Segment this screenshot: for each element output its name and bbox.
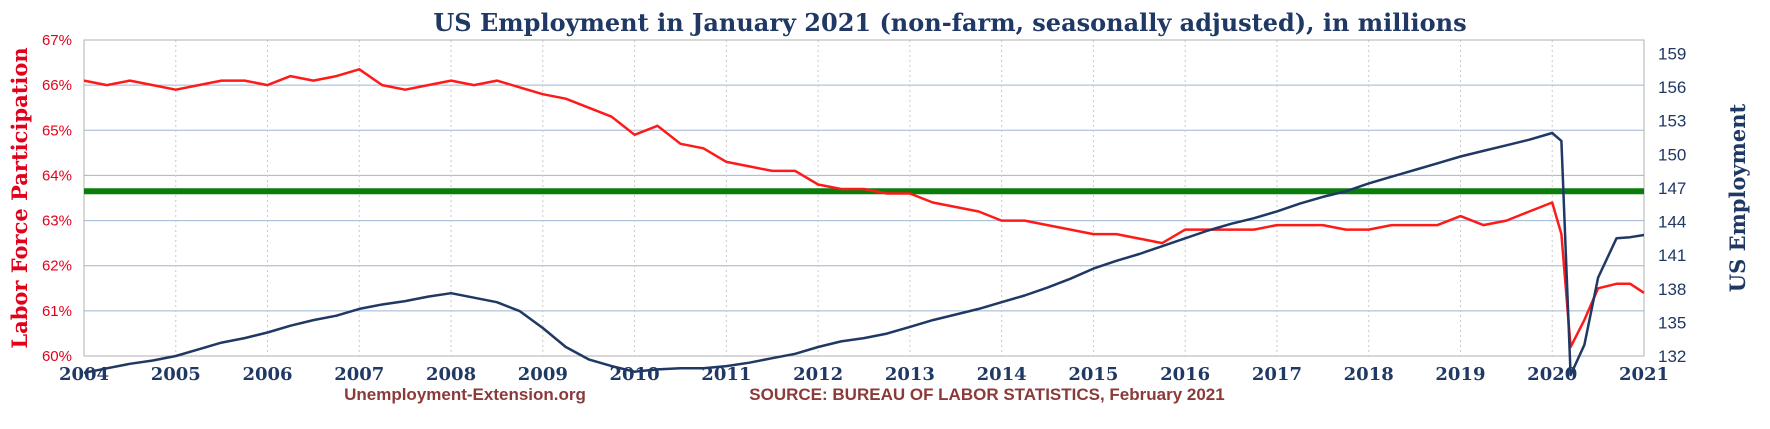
left-tick-label: 63% xyxy=(42,213,72,230)
x-tick-label: 2005 xyxy=(151,364,201,385)
x-tick-label: 2016 xyxy=(1160,364,1210,385)
right-tick-label: 141 xyxy=(1658,246,1686,265)
right-axis-label: US Employment xyxy=(1725,103,1750,292)
participation-series-line xyxy=(83,68,1645,349)
x-tick-label: 2013 xyxy=(885,364,935,385)
x-tick-label: 2007 xyxy=(334,364,384,385)
x-axis-ticks: 2004 2005 2006 2007 2008 2009 2010 2011 2012 2013… xyxy=(59,364,1669,385)
right-tick-label: 147 xyxy=(1658,179,1686,198)
right-tick-label: 135 xyxy=(1658,313,1686,332)
left-axis-label: Labor Force Participation xyxy=(7,47,32,348)
x-tick-label: 2006 xyxy=(242,364,292,385)
left-tick-label: 67% xyxy=(42,32,72,49)
x-tick-label: 2019 xyxy=(1435,364,1485,385)
gridlines xyxy=(83,39,1645,357)
x-tick-label: 2012 xyxy=(793,364,843,385)
x-tick-label: 2017 xyxy=(1252,364,1302,385)
x-tick-label: 2015 xyxy=(1068,364,1118,385)
right-tick-label: 156 xyxy=(1658,78,1686,97)
left-tick-label: 62% xyxy=(42,258,72,275)
x-tick-label: 2004 xyxy=(59,364,109,385)
x-tick-label: 2014 xyxy=(977,364,1027,385)
right-tick-label: 153 xyxy=(1658,112,1686,131)
left-tick-label: 60% xyxy=(42,348,72,365)
x-tick-label: 2018 xyxy=(1344,364,1394,385)
footer-source: SOURCE: BUREAU OF LABOR STATISTICS, Febr… xyxy=(749,385,1224,404)
chart-title: US Employment in January 2021 (non-farm,… xyxy=(433,8,1466,37)
right-tick-label: 159 xyxy=(1658,44,1686,63)
right-tick-label: 150 xyxy=(1658,145,1686,164)
right-tick-label: 138 xyxy=(1658,280,1686,299)
left-axis-ticks: 60% 61% 62% 63% 64% 65% 66% 67% xyxy=(42,32,72,365)
footer-site: Unemployment-Extension.org xyxy=(344,385,586,404)
left-tick-label: 65% xyxy=(42,122,72,139)
x-tick-label: 2020 xyxy=(1527,364,1577,385)
employment-series-line xyxy=(83,131,1645,377)
right-tick-label: 132 xyxy=(1658,347,1686,366)
x-tick-label: 2009 xyxy=(518,364,568,385)
left-tick-label: 64% xyxy=(42,167,72,184)
right-tick-label: 144 xyxy=(1658,213,1686,232)
x-tick-label: 2021 xyxy=(1619,364,1669,385)
x-tick-label: 2008 xyxy=(426,364,476,385)
left-tick-label: 66% xyxy=(42,77,72,94)
series-lines xyxy=(83,68,1645,377)
plot-frame xyxy=(83,39,1645,357)
x-tick-label: 2011 xyxy=(701,364,751,385)
right-axis-ticks: 132 135 138 141 144 147 150 153 156 159 xyxy=(1658,44,1686,366)
left-tick-label: 61% xyxy=(42,303,72,320)
